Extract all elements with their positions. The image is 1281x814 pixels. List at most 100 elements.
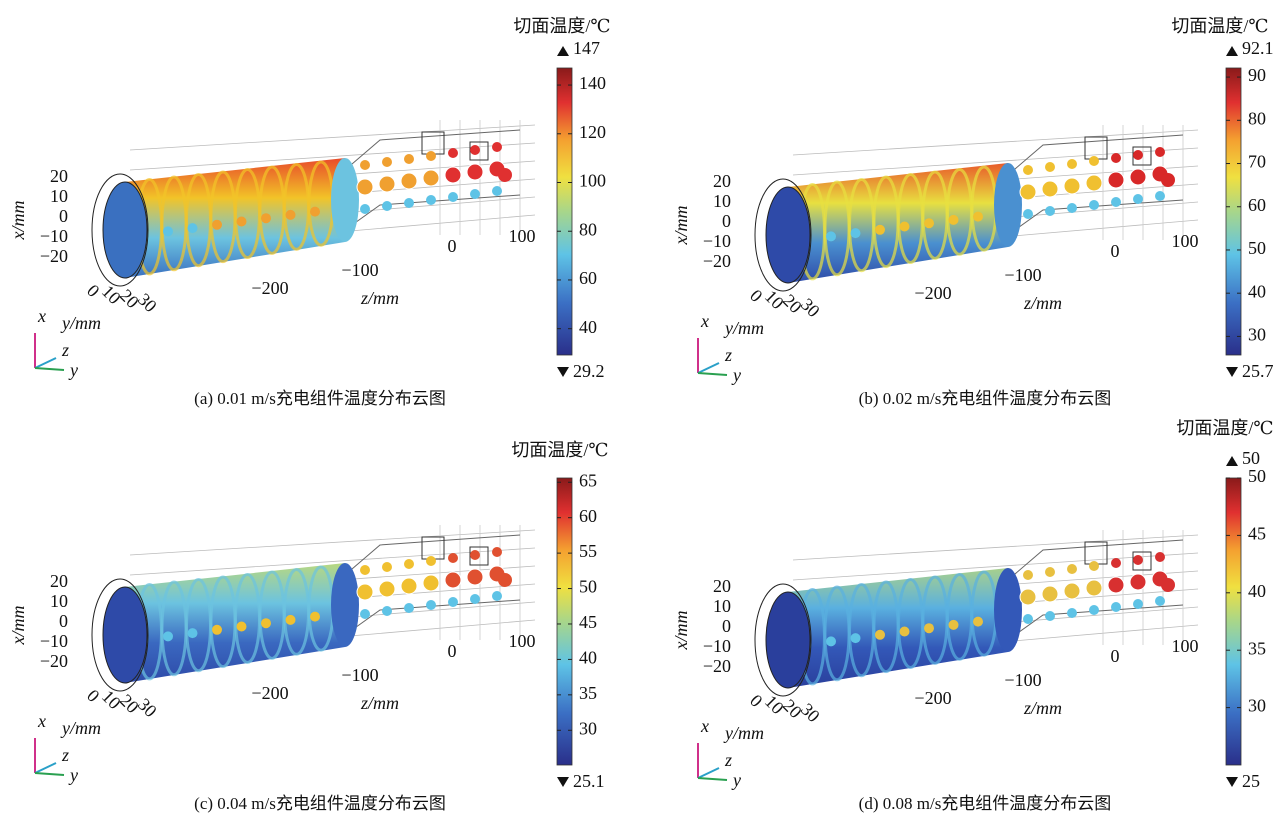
dot <box>360 565 370 575</box>
dot <box>1133 555 1143 565</box>
x-tick-label: −10 <box>703 231 731 251</box>
dot <box>1155 147 1165 157</box>
colorbar-min: 25 <box>1242 771 1260 791</box>
dot <box>163 631 173 642</box>
colorbar-tick-label: 50 <box>1248 466 1266 486</box>
colorbar-title: 切面温度/℃ <box>511 440 608 460</box>
triad-label: z <box>724 345 732 365</box>
min-marker <box>1226 367 1238 377</box>
dot <box>1067 564 1077 574</box>
end <box>102 181 148 279</box>
colorbar-tick-label: 90 <box>1248 65 1266 85</box>
dot <box>850 228 861 239</box>
dot <box>404 198 414 208</box>
dot <box>1085 174 1103 192</box>
dot <box>1045 206 1055 216</box>
colorbar-tick-label: 65 <box>579 470 597 490</box>
x-tick-label: −10 <box>703 636 731 656</box>
min-marker <box>1226 777 1238 787</box>
dot <box>187 628 198 639</box>
wire <box>1132 551 1152 571</box>
wire <box>129 124 536 151</box>
colorbar-tick-label: 40 <box>1248 281 1266 301</box>
colorbar-min: 29.2 <box>573 361 605 381</box>
dot <box>1133 599 1143 609</box>
dot <box>448 148 458 158</box>
z-tick-label: −100 <box>1004 670 1041 690</box>
x-tick-label: −20 <box>703 656 731 676</box>
z-tick-label: 100 <box>1172 231 1199 251</box>
x-tick-label: −20 <box>40 651 68 671</box>
dot <box>492 186 502 196</box>
dot <box>1111 197 1121 207</box>
dot <box>1023 209 1033 219</box>
dot <box>1023 614 1033 624</box>
dot <box>1089 561 1099 571</box>
x-axis-label: x/mm <box>671 611 691 651</box>
triad-label: x <box>700 311 709 331</box>
dot <box>1023 165 1033 175</box>
triad-label: y <box>68 360 78 380</box>
dot <box>948 619 959 630</box>
caption: (d) 0.08 m/s充电组件温度分布云图 <box>859 794 1112 813</box>
dot <box>1107 576 1125 594</box>
dot <box>498 573 512 587</box>
colorbar-tick-label: 30 <box>579 718 597 738</box>
dot <box>1161 578 1175 592</box>
dot <box>1111 153 1121 163</box>
triad-label: z <box>61 340 69 360</box>
dot <box>875 224 885 235</box>
colorbar-tick-label: 35 <box>579 683 597 703</box>
dot <box>924 218 934 229</box>
triad-arrow <box>34 357 57 369</box>
dot <box>1019 183 1037 201</box>
dot <box>356 583 374 601</box>
z-tick-label: 0 <box>1111 646 1120 666</box>
dot <box>1067 608 1077 618</box>
x-tick-label: 10 <box>713 596 731 616</box>
z-tick-label: 100 <box>509 226 536 246</box>
triad-label: y <box>731 365 741 385</box>
triad-arrow <box>697 372 728 376</box>
dot <box>492 142 502 152</box>
dot <box>404 154 414 164</box>
dot <box>1111 558 1121 568</box>
dot <box>850 633 861 644</box>
x-tick-label: 10 <box>50 186 68 206</box>
dot <box>826 231 836 242</box>
colorbar-tick-label: 45 <box>1248 524 1266 544</box>
dot <box>1067 203 1077 213</box>
end <box>994 568 1022 652</box>
x-axis-label: x/mm <box>8 606 28 646</box>
caption: (a) 0.01 m/s充电组件温度分布云图 <box>194 389 446 408</box>
dot <box>875 629 885 640</box>
colorbar <box>1225 477 1242 766</box>
caption: (b) 0.02 m/s充电组件温度分布云图 <box>859 389 1112 408</box>
dot <box>924 623 934 634</box>
min-marker <box>557 777 569 787</box>
dot <box>498 168 512 182</box>
x-tick-label: 0 <box>722 616 731 636</box>
dot <box>261 618 271 629</box>
wire <box>792 129 1199 156</box>
min-marker <box>557 367 569 377</box>
end <box>765 186 811 284</box>
dot <box>400 577 418 595</box>
dot <box>426 556 436 566</box>
triad-label: x <box>37 711 46 731</box>
triad-label: x <box>37 306 46 326</box>
z-tick-label: 0 <box>448 641 457 661</box>
colorbar-tick-label: 40 <box>579 317 597 337</box>
triad-arrow <box>697 777 728 781</box>
colorbar-title: 切面温度/℃ <box>1176 418 1273 438</box>
z-axis-label: z/mm <box>360 288 399 308</box>
x-tick-label: 20 <box>713 576 731 596</box>
dot <box>470 550 480 560</box>
dot <box>826 636 836 647</box>
z-tick-label: −200 <box>914 688 951 708</box>
dot <box>1111 602 1121 612</box>
dot <box>899 626 910 637</box>
